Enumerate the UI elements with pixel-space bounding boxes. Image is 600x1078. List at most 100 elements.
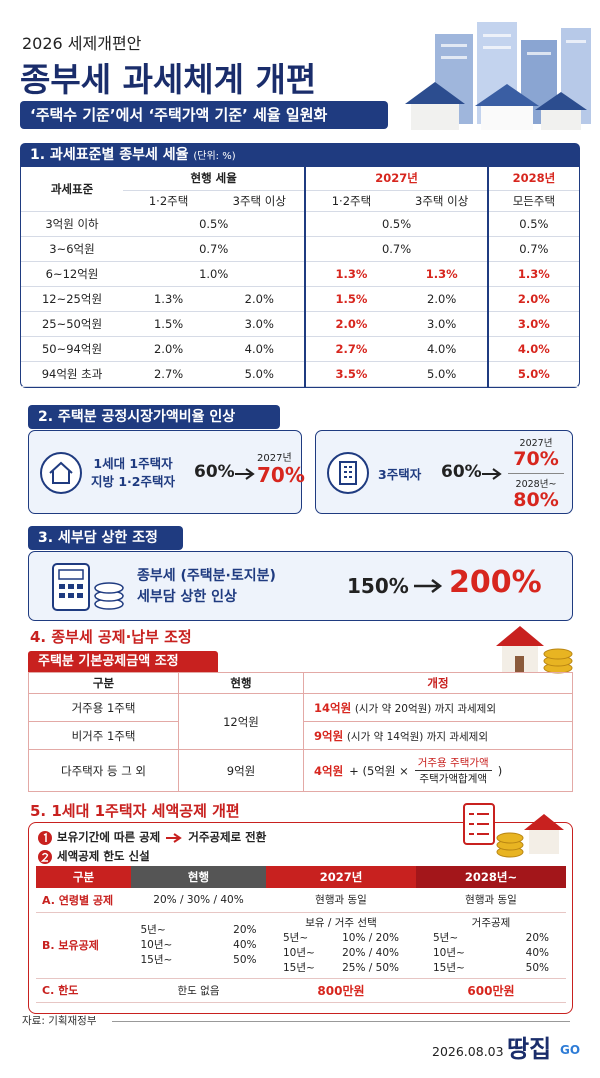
logo-sub: GO <box>560 1043 581 1057</box>
rate-cell: 1.0% <box>123 261 306 287</box>
credit-row: B. 보유공제 5년~ 20% 10년~ 40% 15년~ 50% 보유 / 거주 선택 5년~… <box>36 912 566 979</box>
formula-prefix: + (5억원 × <box>349 763 409 778</box>
rate-cell: 3.5% <box>304 361 397 387</box>
ratio-value: 70% <box>257 463 305 487</box>
cap-label: 세부담 상한 인상 <box>137 589 237 605</box>
column-header: 구분 <box>28 672 179 694</box>
revised-note: (시가 약 20억원) 까지 과세제외 <box>354 702 496 715</box>
rate-cell: 2.0% <box>486 286 579 312</box>
logo: 땅집 <box>507 1035 552 1063</box>
rate-cell: 3.0% <box>396 311 488 337</box>
rate-cell: 1.3% <box>486 261 579 287</box>
row-label: C. 한도 <box>36 978 131 1003</box>
tax-credit-table: 구분 현행 2027년 2028년~ A. 연령별 공제 20% / 30% / 40% 현… <box>36 866 566 1003</box>
revised: 14억원 (시가 약 20억원) 까지 과세제외 <box>303 693 573 722</box>
checklist-illustration <box>463 803 564 858</box>
period: 10년~ <box>433 946 465 959</box>
rate-row: 25~50억원 1.5% 3.0% 2.0% 3.0% 3.0% <box>21 311 579 337</box>
rate: 10% / 20% <box>342 931 399 944</box>
period: 15년~ <box>283 961 315 974</box>
footer-line <box>112 1021 570 1022</box>
credit-cell: 현행과 동일 <box>266 888 416 913</box>
rate: 40% <box>525 946 549 959</box>
formula-suffix: ) <box>497 763 503 778</box>
credit-line: 10년~ 40% <box>131 938 266 953</box>
arrow <box>166 832 183 843</box>
cap-label: 종부세 (주택분·토지분) <box>137 568 276 584</box>
number-badge <box>38 830 52 845</box>
credit-cell: 현행과 동일 <box>416 888 566 913</box>
buildings-illustration <box>405 22 591 130</box>
credit-line: 10년~ 40% <box>416 946 566 961</box>
current-amount: 12억원 <box>178 693 304 750</box>
rate-row: 50~94억원 2.0% 4.0% 2.7% 4.0% 4.0% <box>21 336 579 362</box>
column-header: 현행 <box>178 672 304 694</box>
rate-cell: 1.3% <box>304 261 397 287</box>
cell-caption: 거주공제 <box>471 916 511 929</box>
rate-cell: 5.0% <box>396 361 488 387</box>
period: 5년~ <box>433 931 459 944</box>
arrow <box>414 579 443 593</box>
ratio-year: 2027년 <box>519 438 553 449</box>
number-badge <box>38 849 52 864</box>
building-icon <box>327 452 369 494</box>
row-label: 3억원 이하 <box>21 211 123 237</box>
credit-row: C. 한도 한도 없음 800만원 600만원 <box>36 978 566 1003</box>
column-header: 구분 <box>36 866 131 888</box>
row-label: B. 보유공제 <box>36 912 131 979</box>
period: 10년~ <box>283 946 315 959</box>
title: 종부세 과세체계 개편 <box>20 60 317 99</box>
rate-table-frame: 과세표준 현행 세율 2027년 2028년 1·2주택 3주택 이상 1·2주택 3주택 이… <box>20 167 580 388</box>
period: 5년~ <box>283 931 309 944</box>
rate: 50% <box>233 953 257 966</box>
credit-cell: 600만원 <box>416 978 566 1003</box>
note: 보유기간에 따른 공제 <box>57 830 161 844</box>
banner: ‘주택수 기준’에서 ‘주택가액 기준’ 세율 일원화 <box>20 101 388 129</box>
rate-cell: 2.0% <box>123 336 215 362</box>
revised-note: (시가 약 14억원) 까지 과세제외 <box>346 730 488 743</box>
house-coins-illustration <box>496 626 573 674</box>
row-label: 거주용 1주택 <box>28 693 179 722</box>
credit-cell: 한도 없음 <box>131 978 266 1003</box>
ratio-year: 2027년 <box>257 453 292 464</box>
row-label: 25~50억원 <box>21 311 123 337</box>
deduction-table: 구분 현행 개정 거주용 1주택 12억원 14억원 (시가 약 20억원) 까지 과세… <box>28 672 573 792</box>
rate: 20% <box>233 923 257 936</box>
notes: 보유기간에 따른 공제 거주공제로 전환 세액공제 한도 신설 <box>38 828 266 866</box>
box-label: 1세대 1주택자 <box>93 456 173 471</box>
rate-cell: 1.5% <box>123 311 215 337</box>
column-header: 2027년 <box>304 167 488 191</box>
credit-line: 5년~ 10% / 20% <box>266 931 416 946</box>
column-header: 개정 <box>303 672 573 694</box>
subtitle: 2026 세제개편안 <box>22 34 142 53</box>
rate-row: 3~6억원 0.7% 0.7% 0.7% <box>21 236 579 262</box>
rate: 20% <box>525 931 549 944</box>
box-label: 지방 1·2주택자 <box>91 474 175 489</box>
rate-cell: 1.3% <box>123 286 215 312</box>
period: 10년~ <box>140 938 173 951</box>
row-label: 3~6억원 <box>21 236 123 262</box>
period: 15년~ <box>433 961 465 974</box>
rate: 40% <box>233 938 257 951</box>
subheader-row: 1·2주택 3주택 이상 1·2주택 3주택 이상 모든주택 <box>21 190 579 212</box>
credit-line: 10년~ 20% / 40% <box>266 946 416 961</box>
section5-box <box>28 822 573 1014</box>
column-subheader: 1·2주택 <box>123 190 215 212</box>
credit-cell: 거주공제 5년~ 20% 10년~ 40% 15년~ 50% <box>416 912 566 979</box>
unit: (단위: %) <box>193 151 236 162</box>
rate-cell: 4.0% <box>486 336 579 362</box>
rate-row: 12~25억원 1.3% 2.0% 1.5% 2.0% 2.0% <box>21 286 579 312</box>
section-bar: 1. 과세표준별 종부세 세율 (단위: %) <box>20 143 580 167</box>
column-header: 2028년~ <box>416 866 566 888</box>
credit-row: A. 연령별 공제 20% / 30% / 40% 현행과 동일 현행과 동일 <box>36 888 566 913</box>
ratio-box: 1세대 1주택자 지방 1·2주택자 60% 2027년 70% <box>28 430 305 514</box>
rate-cell: 0.7% <box>123 236 306 262</box>
numerator: 거주용 주택가액 <box>414 755 492 771</box>
revised: 9억원 (시가 약 14억원) 까지 과세제외 <box>303 721 573 750</box>
column-subheader: 1·2주택 <box>304 190 397 212</box>
denominator: 주택가액합계액 <box>419 773 488 785</box>
column-header: 2028년 <box>486 167 579 191</box>
rate-cell: 2.0% <box>396 286 488 312</box>
